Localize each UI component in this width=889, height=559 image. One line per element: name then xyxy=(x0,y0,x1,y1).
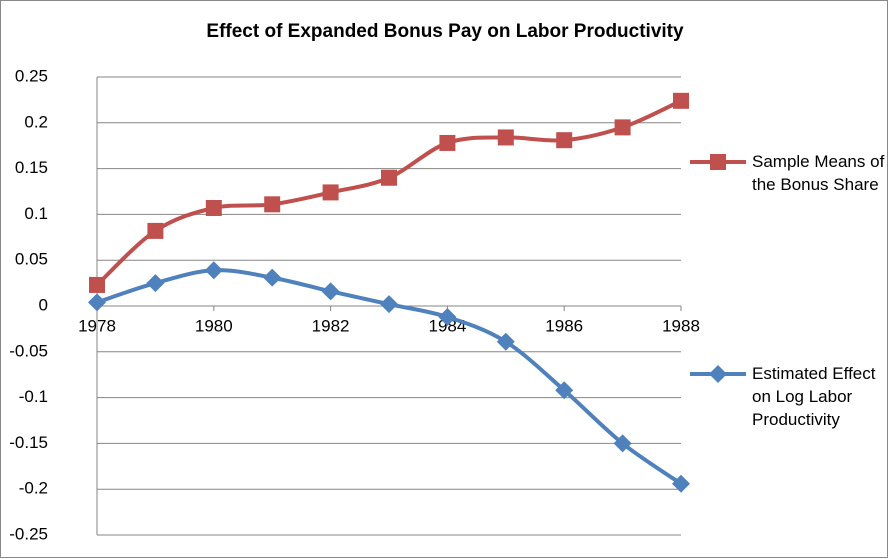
y-tick-label: 0 xyxy=(39,295,48,314)
marker xyxy=(673,92,689,109)
marker xyxy=(381,169,397,186)
marker xyxy=(204,261,223,280)
y-tick-label: -0.2 xyxy=(19,479,48,498)
marker xyxy=(439,134,456,151)
marker xyxy=(556,132,573,149)
marker xyxy=(321,282,340,301)
legend-label: Sample Means of the Bonus Share xyxy=(752,152,885,194)
marker xyxy=(89,276,105,293)
y-tick-label: -0.05 xyxy=(9,341,48,360)
marker xyxy=(613,434,632,453)
x-tick-label: 1978 xyxy=(78,316,116,335)
marker xyxy=(380,295,398,314)
marker xyxy=(263,268,282,287)
x-tick-label: 1980 xyxy=(195,316,233,335)
marker xyxy=(614,119,631,136)
marker xyxy=(438,307,457,326)
x-tick-label: 1982 xyxy=(312,316,350,335)
marker xyxy=(496,332,515,351)
marker xyxy=(205,199,222,216)
legend-marker xyxy=(710,154,726,170)
legend-marker xyxy=(709,365,727,383)
marker xyxy=(322,184,339,201)
chart-title: Effect of Expanded Bonus Pay on Labor Pr… xyxy=(206,21,684,42)
y-tick-label: 0.1 xyxy=(24,204,48,223)
y-tick-label: -0.1 xyxy=(19,387,48,406)
marker xyxy=(88,293,106,312)
legend-label: Estimated Effect on Log Labor Productivi… xyxy=(752,364,876,429)
y-tick-label: 0.25 xyxy=(15,66,48,85)
x-tick-label: 1986 xyxy=(545,316,583,335)
y-tick-label: 0.05 xyxy=(15,250,48,269)
y-tick-label: -0.15 xyxy=(9,433,48,452)
y-tick-label: -0.25 xyxy=(9,524,48,543)
y-tick-label: 0.15 xyxy=(15,158,48,177)
marker xyxy=(147,222,164,239)
marker xyxy=(672,474,690,493)
marker xyxy=(497,129,514,146)
y-tick-label: 0.2 xyxy=(24,112,48,131)
marker xyxy=(146,274,165,293)
marker xyxy=(555,381,574,400)
x-tick-label: 1988 xyxy=(662,316,700,335)
marker xyxy=(264,196,281,213)
